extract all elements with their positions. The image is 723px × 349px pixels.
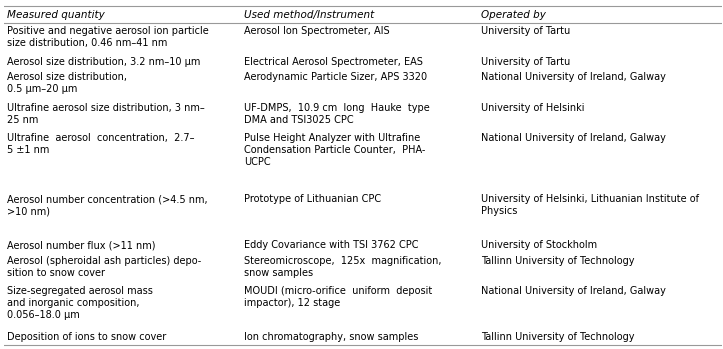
Text: Measured quantity: Measured quantity [7,10,105,20]
Text: Tallinn University of Technology: Tallinn University of Technology [481,332,635,342]
Text: Size-segregated aerosol mass
and inorganic composition,
0.056–18.0 μm: Size-segregated aerosol mass and inorgan… [7,287,153,320]
Text: National University of Ireland, Galway: National University of Ireland, Galway [481,72,666,82]
Text: Prototype of Lithuanian CPC: Prototype of Lithuanian CPC [244,194,381,205]
Text: University of Tartu: University of Tartu [481,26,570,36]
Text: University of Helsinki, Lithuanian Institute of
Physics: University of Helsinki, Lithuanian Insti… [481,194,699,216]
Text: Tallinn University of Technology: Tallinn University of Technology [481,256,635,266]
Text: University of Helsinki: University of Helsinki [481,103,584,113]
Text: Ultrafine aerosol size distribution, 3 nm–
25 nm: Ultrafine aerosol size distribution, 3 n… [7,103,205,125]
Text: Positive and negative aerosol ion particle
size distribution, 0.46 nm–41 nm: Positive and negative aerosol ion partic… [7,26,209,48]
Text: National University of Ireland, Galway: National University of Ireland, Galway [481,287,666,296]
Text: Aerosol size distribution,
0.5 μm–20 μm: Aerosol size distribution, 0.5 μm–20 μm [7,72,127,94]
Text: National University of Ireland, Galway: National University of Ireland, Galway [481,133,666,143]
Text: Electrical Aerosol Spectrometer, EAS: Electrical Aerosol Spectrometer, EAS [244,57,423,67]
Text: Ion chromatography, snow samples: Ion chromatography, snow samples [244,332,419,342]
Text: Deposition of ions to snow cover: Deposition of ions to snow cover [7,332,166,342]
Text: Operated by: Operated by [481,10,546,20]
Text: Aerosol number flux (>11 nm): Aerosol number flux (>11 nm) [7,240,155,251]
Text: University of Tartu: University of Tartu [481,57,570,67]
Text: Aerosol size distribution, 3.2 nm–10 μm: Aerosol size distribution, 3.2 nm–10 μm [7,57,200,67]
Text: Eddy Covariance with TSI 3762 CPC: Eddy Covariance with TSI 3762 CPC [244,240,419,251]
Text: Used method/Instrument: Used method/Instrument [244,10,375,20]
Text: UF-DMPS,  10.9 cm  long  Hauke  type
DMA and TSI3025 CPC: UF-DMPS, 10.9 cm long Hauke type DMA and… [244,103,430,125]
Text: Aerosol (spheroidal ash particles) depo-
sition to snow cover: Aerosol (spheroidal ash particles) depo-… [7,256,202,278]
Text: Aerosol Ion Spectrometer, AIS: Aerosol Ion Spectrometer, AIS [244,26,390,36]
Text: University of Stockholm: University of Stockholm [481,240,597,251]
Text: Ultrafine  aerosol  concentration,  2.7–
5 ±1 nm: Ultrafine aerosol concentration, 2.7– 5 … [7,133,194,155]
Text: Aerosol number concentration (>4.5 nm,
>10 nm): Aerosol number concentration (>4.5 nm, >… [7,194,208,216]
Text: Stereomicroscope,  125x  magnification,
snow samples: Stereomicroscope, 125x magnification, sn… [244,256,442,278]
Text: Pulse Height Analyzer with Ultrafine
Condensation Particle Counter,  PHA-
UCPC: Pulse Height Analyzer with Ultrafine Con… [244,133,426,167]
Text: MOUDI (micro-orifice  uniform  deposit
impactor), 12 stage: MOUDI (micro-orifice uniform deposit imp… [244,287,432,309]
Text: Aerodynamic Particle Sizer, APS 3320: Aerodynamic Particle Sizer, APS 3320 [244,72,427,82]
